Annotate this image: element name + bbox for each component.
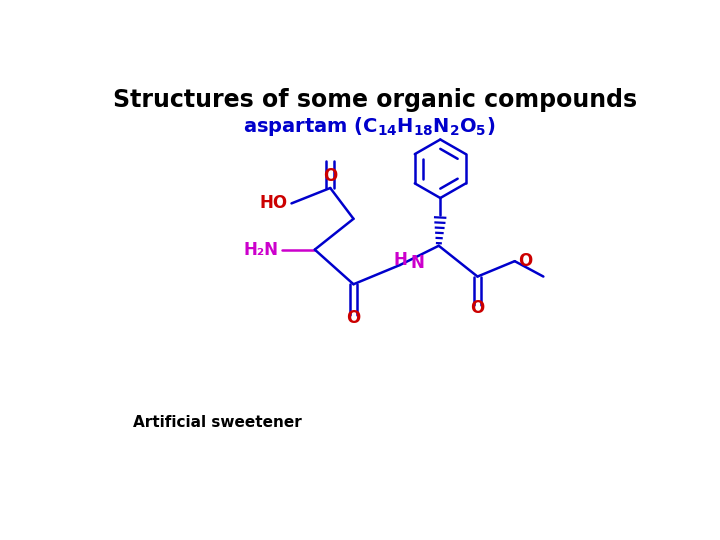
Text: O: O	[518, 252, 532, 270]
Text: Structures of some organic compounds: Structures of some organic compounds	[113, 88, 637, 112]
Text: H₂N: H₂N	[243, 241, 279, 259]
Text: Artificial sweetener: Artificial sweetener	[132, 415, 302, 430]
Text: O: O	[470, 299, 485, 317]
Text: N: N	[411, 254, 425, 273]
Text: H: H	[393, 251, 407, 269]
Text: O: O	[323, 167, 338, 185]
Text: HO: HO	[259, 194, 287, 212]
Text: O: O	[346, 309, 361, 327]
Text: $\bf{aspartam\ (C_{14}H_{18}N_2O_5)}$: $\bf{aspartam\ (C_{14}H_{18}N_2O_5)}$	[243, 115, 495, 138]
